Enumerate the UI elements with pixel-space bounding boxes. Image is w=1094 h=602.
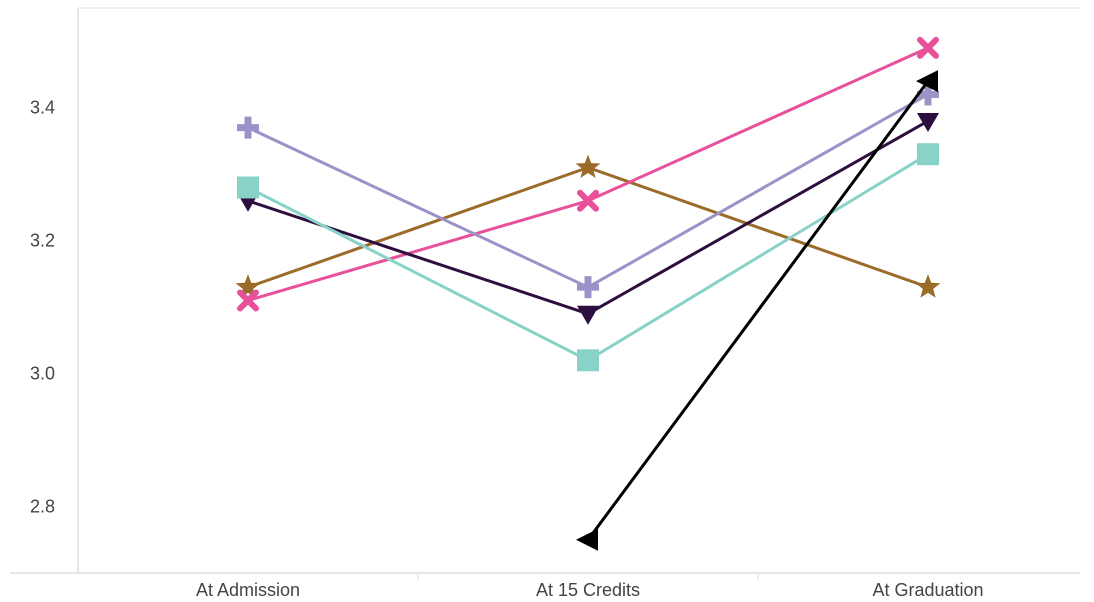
- plus-marker: [917, 83, 939, 106]
- y-tick-label: 3.4: [30, 98, 55, 118]
- triangle-left-marker: [576, 528, 598, 551]
- square-marker: [577, 349, 599, 372]
- series-layer: [235, 36, 941, 551]
- star-marker: [235, 274, 261, 298]
- triangle-down-marker: [577, 305, 599, 325]
- x-tick-label: At 15 Credits: [536, 580, 640, 600]
- triangle-left-marker: [916, 70, 938, 93]
- plus-marker-bar: [584, 276, 592, 299]
- square-marker: [917, 143, 939, 166]
- plus-marker-bar: [244, 116, 252, 139]
- y-tick-label: 3.0: [30, 364, 55, 384]
- series: [237, 143, 939, 372]
- series: [235, 154, 941, 298]
- plus-marker-bar: [924, 83, 932, 106]
- x-marker: [577, 189, 599, 212]
- y-tick-label: 3.2: [30, 231, 55, 251]
- series-line: [247, 93, 929, 289]
- x-marker: [917, 36, 939, 59]
- square-marker: [237, 176, 259, 199]
- series-line: [247, 152, 929, 362]
- y-tick-label: 2.8: [30, 497, 55, 517]
- plus-marker: [577, 276, 599, 299]
- series: [237, 83, 939, 299]
- x-axis-ticks: At Admission At 15 Credits At Graduation: [196, 573, 984, 600]
- x-tick-label: At Graduation: [872, 580, 983, 600]
- x-marker-stroke: [917, 36, 939, 59]
- x-marker-stroke: [237, 289, 259, 312]
- x-marker: [237, 289, 259, 312]
- series: [576, 70, 938, 551]
- plus-marker: [237, 116, 259, 139]
- series: [237, 36, 939, 312]
- star-marker: [915, 274, 941, 298]
- x-marker-stroke: [577, 189, 599, 212]
- x-tick-label: At Admission: [196, 580, 300, 600]
- y-axis-ticks: 2.8 3.0 3.2 3.4: [30, 98, 55, 517]
- series-line: [586, 80, 930, 541]
- star-marker: [575, 154, 601, 178]
- triangle-down-marker: [917, 113, 939, 132]
